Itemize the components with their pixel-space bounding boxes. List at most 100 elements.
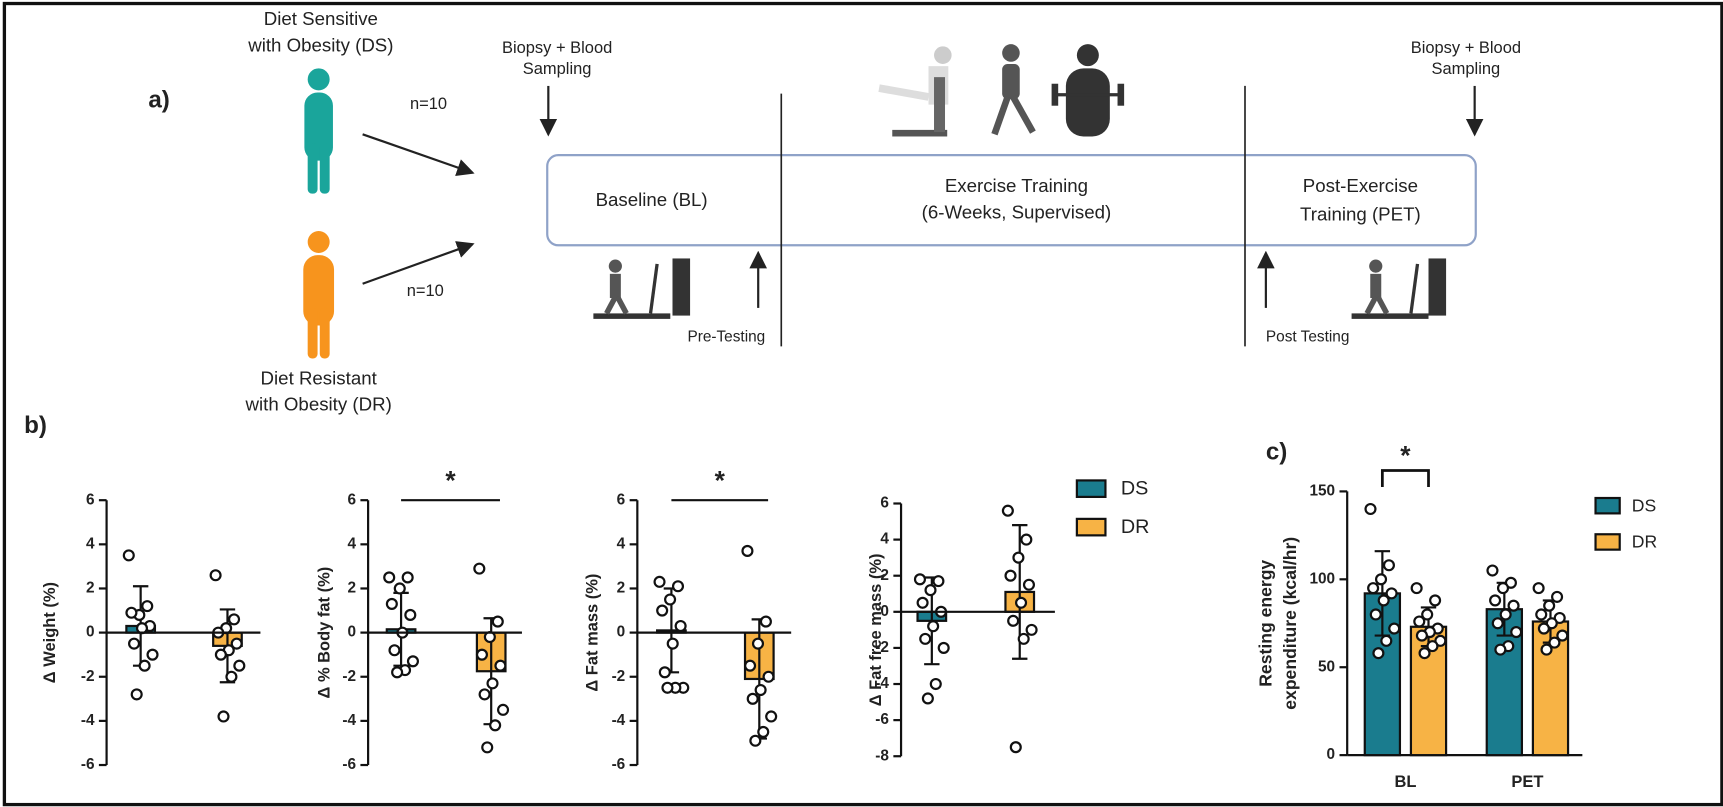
y-tick-label: -4: [342, 712, 356, 729]
data-point: [1011, 742, 1021, 752]
data-point: [655, 577, 665, 587]
data-point: [918, 598, 928, 608]
legend-swatch: [1077, 480, 1106, 496]
y-tick-label: 2: [347, 580, 356, 597]
data-point: [395, 584, 405, 594]
data-point: [1536, 610, 1546, 620]
data-point: [219, 712, 229, 722]
y-tick-label: -6: [875, 711, 889, 728]
data-point: [753, 639, 763, 649]
data-point: [1019, 634, 1029, 644]
data-point: [495, 661, 505, 671]
data-point: [498, 705, 508, 715]
y-axis-label: Δ % Body fat (%): [316, 567, 334, 699]
y-tick-label: 6: [617, 491, 626, 508]
data-point: [758, 727, 768, 737]
y-tick-label: 2: [86, 580, 95, 597]
data-point: [766, 712, 776, 722]
y-axis-label: Resting energy: [1256, 560, 1276, 687]
y-tick-label: -2: [342, 668, 356, 685]
data-point: [390, 645, 400, 655]
data-point: [1027, 625, 1037, 635]
panel-label: b): [24, 412, 47, 439]
data-point: [1373, 648, 1383, 658]
testing-label: Post Testing: [1266, 329, 1349, 346]
legend-label: DS: [1632, 495, 1656, 515]
y-tick-label: -6: [342, 756, 356, 773]
data-point: [1495, 645, 1505, 655]
data-point: [1544, 601, 1554, 611]
data-point: [1501, 610, 1511, 620]
legend-swatch: [1596, 534, 1620, 549]
data-point: [216, 650, 226, 660]
y-tick-label: 0: [1327, 746, 1336, 763]
data-point: [764, 672, 774, 682]
data-point: [1389, 624, 1399, 634]
y-tick-label: 4: [617, 535, 626, 552]
data-point: [1412, 583, 1422, 593]
data-point: [742, 546, 752, 556]
y-axis-label: Δ Weight (%): [41, 582, 59, 683]
data-point: [474, 564, 484, 574]
data-point: [408, 656, 418, 666]
phase-label: Training (PET): [1300, 204, 1421, 225]
data-point: [660, 667, 670, 677]
data-point: [1379, 595, 1389, 605]
sampling-label: Sampling: [1432, 60, 1501, 78]
y-tick-label: 0: [86, 624, 95, 641]
y-tick-label: 0: [617, 624, 626, 641]
testing-label: Pre-Testing: [687, 329, 765, 346]
y-tick-label: 4: [880, 531, 889, 548]
data-point: [750, 736, 760, 746]
legend-label: DR: [1121, 516, 1150, 538]
data-point: [226, 672, 236, 682]
data-point: [480, 689, 490, 699]
y-tick-label: 6: [880, 495, 889, 512]
data-point: [148, 650, 158, 660]
data-point: [1498, 583, 1508, 593]
data-point: [1414, 617, 1424, 627]
data-point: [124, 550, 134, 560]
data-point: [477, 650, 487, 660]
n-label: n=10: [407, 282, 444, 300]
data-point: [926, 585, 936, 595]
y-tick-label: 50: [1318, 658, 1335, 675]
data-point: [928, 621, 938, 631]
data-point: [1008, 616, 1018, 626]
n-label: n=10: [410, 95, 447, 113]
legend-label: DS: [1121, 477, 1148, 499]
data-point: [920, 634, 930, 644]
data-point: [1552, 592, 1562, 602]
data-point: [1366, 504, 1376, 514]
data-point: [657, 606, 667, 616]
data-point: [756, 685, 766, 695]
data-point: [1490, 595, 1500, 605]
significance-label: *: [1400, 440, 1411, 470]
data-point: [923, 694, 933, 704]
data-point: [129, 639, 139, 649]
figure: a) Diet Sensitive with Obesity (DS) Diet…: [0, 0, 1723, 807]
data-point: [1024, 580, 1034, 590]
y-tick-label: -6: [81, 756, 95, 773]
data-point: [229, 614, 239, 624]
y-tick-label: -2: [612, 668, 626, 685]
data-point: [1534, 583, 1544, 593]
data-point: [662, 683, 672, 693]
data-point: [1539, 624, 1549, 634]
y-tick-label: -4: [612, 712, 626, 729]
data-point: [132, 689, 142, 699]
data-point: [1381, 636, 1391, 646]
panel-label: a): [148, 87, 169, 114]
sampling-label: Biopsy + Blood: [502, 39, 612, 57]
y-tick-label: 6: [347, 491, 356, 508]
data-point: [1493, 618, 1503, 628]
data-point: [668, 639, 678, 649]
data-point: [1016, 598, 1026, 608]
y-tick-label: -8: [875, 747, 889, 764]
legend-swatch: [1596, 498, 1620, 513]
data-point: [1542, 645, 1552, 655]
x-tick-label: BL: [1394, 773, 1416, 791]
data-point: [488, 678, 498, 688]
phase-label: Post-Exercise: [1303, 175, 1418, 196]
data-point: [1368, 583, 1378, 593]
